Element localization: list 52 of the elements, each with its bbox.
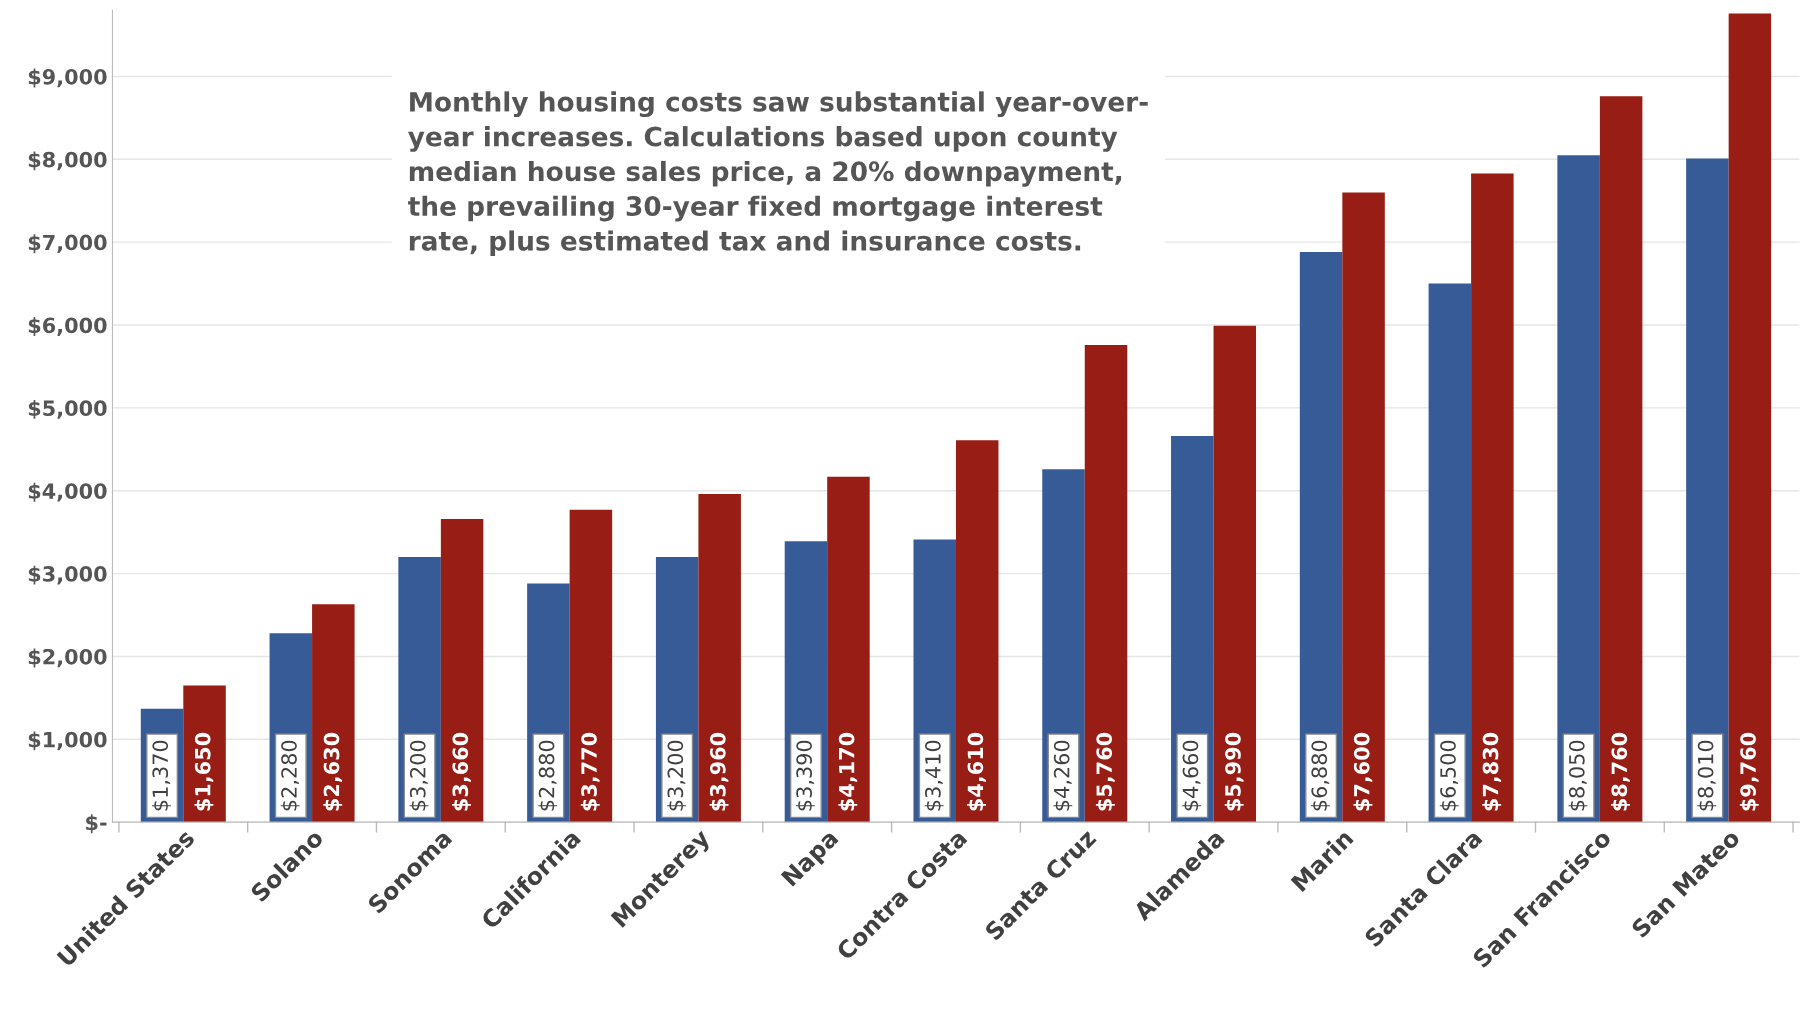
data-label: $2,630 [323, 732, 343, 811]
y-tick-label: $2,000 [28, 648, 107, 668]
data-label: $1,370 [151, 740, 171, 811]
data-label: $2,880 [538, 740, 558, 811]
data-label: $3,770 [580, 732, 600, 811]
data-label: $4,660 [1182, 740, 1202, 811]
bar [183, 685, 226, 823]
bar [440, 518, 484, 823]
data-label: $6,500 [1439, 740, 1459, 811]
y-tick-label: $8,000 [28, 151, 107, 171]
annotation: Monthly housing costs saw substantial year-over- year increases. Calculations based upon county median house sales price, a 20% downpayment, the prevailing 30-year fixed mortgage interest rate, plus estimated tax and insurance costs. [408, 91, 1148, 256]
y-tick-label: $1,000 [28, 731, 107, 751]
data-label: $3,200 [409, 740, 429, 811]
data-label: $5,990 [1224, 732, 1244, 811]
data-label: $7,600 [1353, 732, 1373, 811]
data-label: $4,170 [838, 732, 858, 811]
data-label: $3,960 [709, 732, 729, 811]
y-tick-label: $3,000 [28, 565, 107, 585]
bar [827, 476, 870, 823]
y-tick-label: $6,000 [28, 317, 107, 336]
y-tick-label: $9,000 [28, 68, 107, 88]
bar [1599, 96, 1643, 823]
bar [1213, 325, 1257, 823]
data-label: $7,830 [1482, 732, 1502, 811]
data-label: $4,610 [967, 732, 987, 811]
bar [1342, 192, 1385, 823]
data-label: $8,010 [1697, 740, 1717, 811]
bar [1471, 173, 1514, 823]
y-tick-label: $7,000 [28, 234, 107, 254]
data-label: $3,390 [795, 740, 815, 811]
bar [1728, 13, 1772, 823]
bar [1084, 344, 1128, 823]
bar [569, 509, 613, 823]
data-label: $2,280 [280, 740, 300, 811]
data-label: $5,760 [1095, 732, 1115, 811]
bar [1557, 155, 1600, 823]
y-tick-label: $5,000 [28, 399, 107, 419]
bar [312, 604, 355, 823]
bar [1686, 158, 1729, 823]
y-tick-label: $- [86, 814, 107, 834]
bar [955, 440, 999, 823]
data-label: $8,760 [1611, 732, 1630, 811]
data-label: $4,260 [1053, 740, 1073, 811]
data-label: $3,410 [924, 740, 944, 811]
data-label: $3,660 [452, 732, 471, 811]
data-label: $8,050 [1568, 740, 1588, 811]
y-tick-label: $4,000 [28, 482, 107, 502]
data-label: $3,200 [667, 740, 686, 811]
data-label: $9,760 [1739, 732, 1759, 811]
bar [698, 494, 741, 823]
data-label: $6,880 [1310, 740, 1330, 811]
data-label: $1,650 [194, 732, 214, 811]
